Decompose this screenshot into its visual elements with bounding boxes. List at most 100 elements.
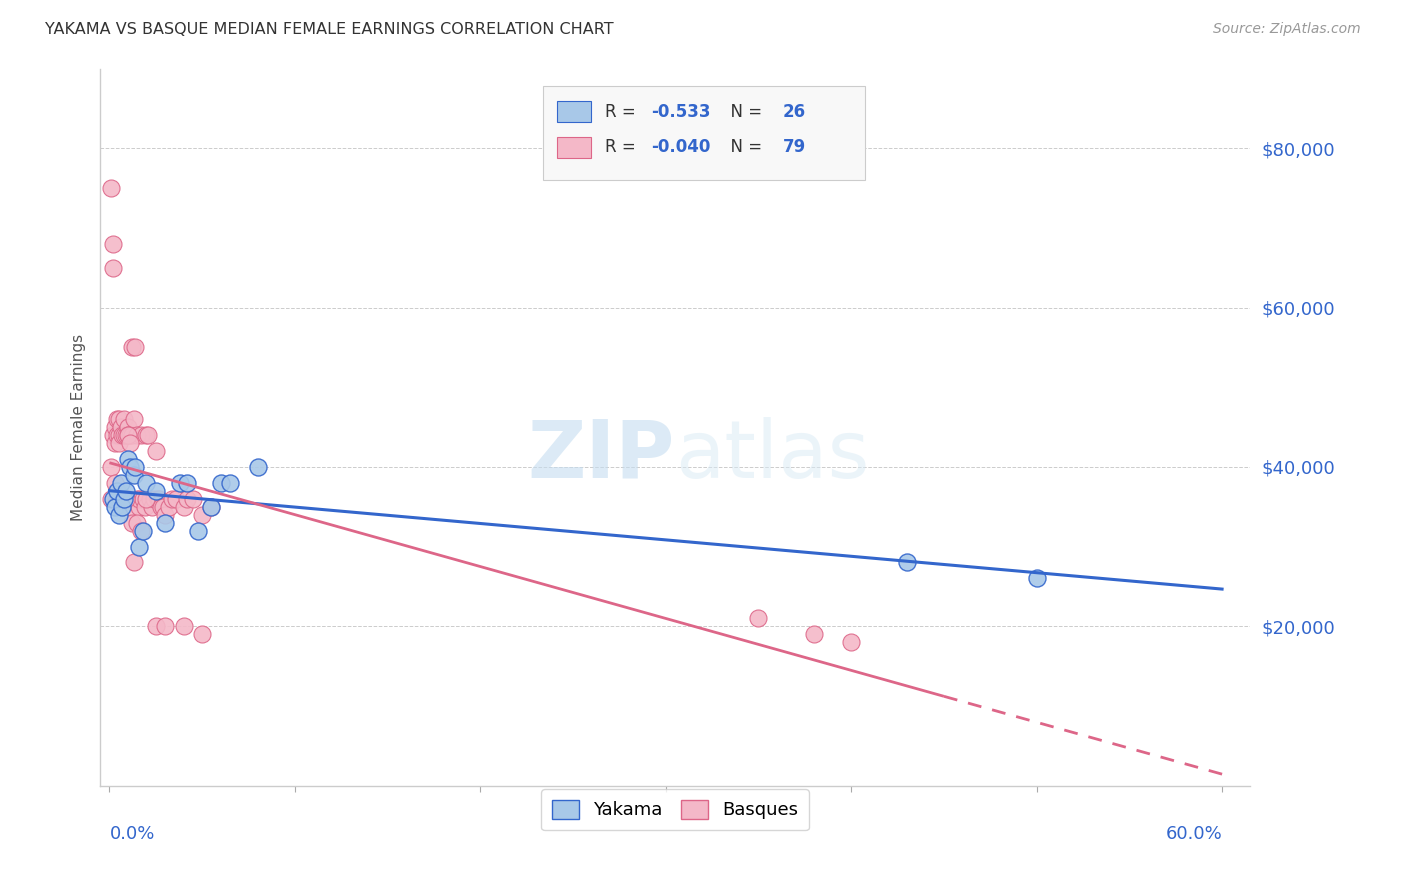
Point xyxy=(100,491,122,506)
Point xyxy=(153,619,176,633)
Point xyxy=(153,516,176,530)
Point xyxy=(101,428,124,442)
Point xyxy=(122,412,145,426)
Point xyxy=(100,459,122,474)
Point xyxy=(121,340,143,354)
Point xyxy=(111,428,134,442)
Point xyxy=(1025,571,1047,585)
Point xyxy=(152,500,174,514)
Point xyxy=(118,436,141,450)
Point xyxy=(122,467,145,482)
Point xyxy=(124,340,146,354)
Point xyxy=(104,491,127,506)
Point xyxy=(124,459,146,474)
Point xyxy=(105,428,128,442)
Point xyxy=(209,475,232,490)
Point xyxy=(112,491,135,506)
Text: N =: N = xyxy=(720,138,768,156)
Point xyxy=(110,491,132,506)
Point xyxy=(117,491,139,506)
Point xyxy=(139,491,162,506)
Text: atlas: atlas xyxy=(675,417,869,495)
Point xyxy=(110,420,132,434)
Y-axis label: Median Female Earnings: Median Female Earnings xyxy=(72,334,86,521)
Text: 0.0%: 0.0% xyxy=(110,825,155,843)
Point xyxy=(115,483,138,498)
Point xyxy=(135,428,157,442)
Point xyxy=(107,412,129,426)
Point xyxy=(105,491,128,506)
Text: 60.0%: 60.0% xyxy=(1166,825,1222,843)
Point xyxy=(121,428,143,442)
Point xyxy=(107,491,129,506)
Point xyxy=(122,556,145,570)
Point xyxy=(101,236,124,251)
Point xyxy=(181,491,204,506)
Point xyxy=(117,420,139,434)
Text: 79: 79 xyxy=(783,138,807,156)
Point xyxy=(112,428,135,442)
Point xyxy=(104,420,127,434)
Point xyxy=(173,619,195,633)
Point xyxy=(104,500,127,514)
Text: R =: R = xyxy=(605,103,641,120)
Point xyxy=(176,491,198,506)
Text: YAKAMA VS BASQUE MEDIAN FEMALE EARNINGS CORRELATION CHART: YAKAMA VS BASQUE MEDIAN FEMALE EARNINGS … xyxy=(45,22,613,37)
Point xyxy=(132,491,155,506)
Text: ZIP: ZIP xyxy=(527,417,675,495)
Point xyxy=(150,500,173,514)
Point xyxy=(146,491,169,506)
Point xyxy=(118,500,141,514)
Point xyxy=(118,459,141,474)
Point xyxy=(134,500,156,514)
Point xyxy=(121,516,143,530)
Point xyxy=(191,508,214,522)
Point xyxy=(101,260,124,275)
Point xyxy=(107,508,129,522)
Point xyxy=(104,475,127,490)
Point xyxy=(115,491,138,506)
Text: 26: 26 xyxy=(783,103,806,120)
Point xyxy=(118,428,141,442)
Text: Source: ZipAtlas.com: Source: ZipAtlas.com xyxy=(1213,22,1361,37)
Point xyxy=(112,412,135,426)
Point xyxy=(105,483,128,498)
Point xyxy=(142,491,165,506)
Point xyxy=(127,428,149,442)
Point xyxy=(128,491,150,506)
Point xyxy=(173,500,195,514)
Point xyxy=(219,475,242,490)
Point xyxy=(129,428,152,442)
Point xyxy=(105,491,128,506)
Point xyxy=(110,475,132,490)
Point xyxy=(105,412,128,426)
Text: -0.533: -0.533 xyxy=(651,103,710,120)
Point xyxy=(110,491,132,506)
Point xyxy=(111,500,134,514)
Point xyxy=(127,491,149,506)
Point xyxy=(162,491,184,506)
Point xyxy=(128,500,150,514)
Point xyxy=(246,459,269,474)
Point xyxy=(145,444,167,458)
Point xyxy=(101,491,124,506)
Point xyxy=(115,428,138,442)
Point xyxy=(117,451,139,466)
Point xyxy=(111,491,134,506)
Text: N =: N = xyxy=(720,103,768,120)
Point xyxy=(145,483,167,498)
Point xyxy=(153,508,176,522)
Point xyxy=(148,491,170,506)
Point xyxy=(141,500,163,514)
Point xyxy=(200,500,222,514)
Bar xyxy=(557,101,591,122)
Point xyxy=(135,475,157,490)
Point xyxy=(145,619,167,633)
Legend: Yakama, Basques: Yakama, Basques xyxy=(541,789,808,830)
Point xyxy=(747,611,769,625)
Bar xyxy=(557,136,591,158)
Point xyxy=(839,635,862,649)
Point xyxy=(104,436,127,450)
Point xyxy=(107,428,129,442)
Point xyxy=(176,475,198,490)
